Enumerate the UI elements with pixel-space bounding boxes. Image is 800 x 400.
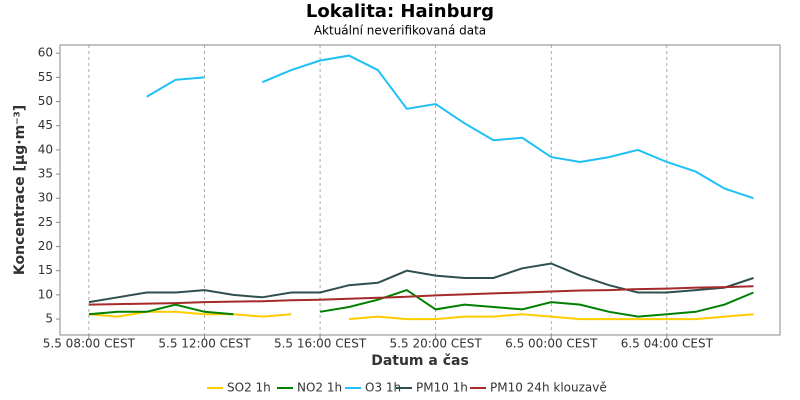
chart-title: Lokalita: Hainburg	[306, 1, 494, 22]
y-tick-label: 45	[38, 118, 53, 132]
x-axis-label: Datum a čas	[371, 353, 469, 369]
x-tick-label: 6.5 00:00 CEST	[505, 337, 598, 351]
x-tick-label: 5.5 20:00 CEST	[390, 337, 483, 351]
y-tick-label: 5	[45, 312, 53, 326]
series-line	[88, 262, 754, 304]
chart-subtitle: Aktuální neverifikovaná data	[314, 24, 486, 38]
y-axis-label: Koncentrace [µg·m⁻³]	[12, 105, 28, 275]
y-tick-label: 20	[38, 239, 53, 253]
x-tick-label: 5.5 08:00 CEST	[43, 337, 136, 351]
y-tick-label: 15	[38, 263, 53, 277]
y-tick-label: 50	[38, 94, 53, 108]
y-tick-label: 35	[38, 167, 53, 181]
series-line	[88, 285, 754, 306]
y-tick-label: 40	[38, 142, 53, 156]
y-tick-label: 10	[38, 287, 53, 301]
legend-label: SO2 1h	[227, 381, 271, 395]
legend-label: O3 1h	[365, 381, 401, 395]
series-line	[88, 310, 754, 321]
x-tick-label: 5.5 16:00 CEST	[274, 337, 367, 351]
legend-label: PM10 24h klouzavě	[490, 381, 607, 395]
legend-label: NO2 1h	[297, 381, 342, 395]
y-tick-label: 25	[38, 215, 53, 229]
plot-frame	[59, 44, 781, 336]
x-tick-label: 6.5 04:00 CEST	[621, 337, 714, 351]
series-line	[146, 54, 754, 200]
y-tick-label: 30	[38, 191, 53, 205]
legend-label: PM10 1h	[416, 381, 468, 395]
series-line	[88, 288, 754, 318]
x-tick-label: 5.5 12:00 CEST	[158, 337, 251, 351]
y-tick-label: 55	[38, 70, 53, 84]
y-tick-label: 60	[38, 46, 53, 60]
